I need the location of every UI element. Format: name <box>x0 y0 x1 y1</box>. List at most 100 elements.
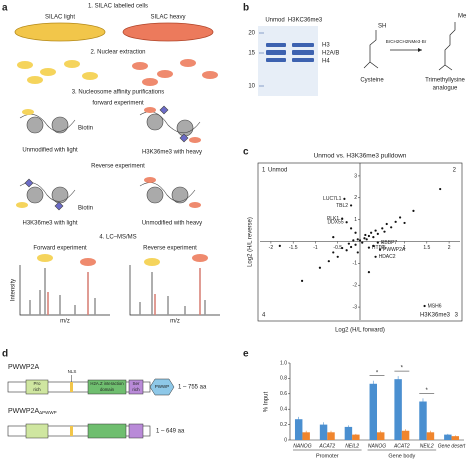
gel-bands <box>266 43 314 62</box>
x-tick-label: 1 <box>403 245 406 251</box>
y-tick-label: -3 <box>353 304 358 310</box>
band-label: H4 <box>322 59 330 65</box>
protein-bar <box>7 425 151 437</box>
quadrant-label: 1 <box>262 168 266 174</box>
panel-label: b <box>243 3 249 14</box>
biotin-label: Biotin <box>78 126 93 132</box>
point <box>356 238 359 241</box>
spectrum-axis <box>19 265 110 316</box>
panel-d: d PWWP2A Pro rich NLS H2A.Z interaction … <box>2 349 207 439</box>
arrow <box>418 48 422 52</box>
dish-label: SILAC light <box>45 15 75 21</box>
domain-label: PWWP <box>155 384 170 389</box>
bar <box>319 424 328 440</box>
point <box>354 243 357 246</box>
structure <box>438 22 456 71</box>
point <box>327 260 330 263</box>
dish <box>14 22 106 42</box>
x-tick-label: -2 <box>269 245 274 251</box>
nucleosomes <box>16 177 201 211</box>
corner-label: Unmod <box>268 168 287 174</box>
x-tick-label: 0.5 <box>379 245 386 251</box>
step-title: 3. Nucleosome affinity purifications <box>72 90 165 96</box>
point <box>336 255 339 258</box>
bar <box>401 430 410 440</box>
point <box>363 237 366 240</box>
domain-label: rich <box>132 387 140 392</box>
reagent: BrCH2CH2NMe3·Br <box>386 39 427 44</box>
point <box>374 229 377 232</box>
point <box>367 246 371 249</box>
y-tick-label: -1 <box>353 261 358 267</box>
domain <box>87 423 127 439</box>
point <box>278 244 281 247</box>
point <box>423 304 426 308</box>
point <box>412 209 415 212</box>
point <box>439 187 442 191</box>
length-label: 1 – 755 aa <box>178 385 207 391</box>
corner-label: H3K36me3 <box>420 313 451 319</box>
x-tick-label: NANOG <box>368 443 386 449</box>
bar <box>302 432 310 440</box>
point <box>365 238 368 241</box>
quadrant-label: 4 <box>262 313 266 319</box>
x-tick-label: NEIL2 <box>420 443 434 449</box>
domain-label: NLS <box>68 369 77 374</box>
length-label: 1 – 649 aa <box>156 429 185 435</box>
x-tick-label: -1.5 <box>289 245 298 251</box>
nuclei <box>37 254 53 262</box>
nuclei <box>144 258 160 266</box>
significance-mark: * <box>401 366 404 372</box>
panel-label: a <box>2 3 8 14</box>
spectrum-title: Reverse experiment <box>143 246 197 252</box>
ladder <box>259 32 264 87</box>
domain <box>25 423 49 439</box>
x-tick-label: NANOG <box>293 443 311 449</box>
group-label: Promoter <box>316 453 339 459</box>
bar <box>369 383 377 440</box>
point <box>361 241 364 244</box>
y-axis-label: % Input <box>264 392 270 413</box>
point <box>370 231 373 234</box>
domain-label: Pro <box>33 381 41 386</box>
nuclei <box>132 59 218 86</box>
dish <box>122 22 214 42</box>
molecule-label: Trimethyllysine <box>425 78 465 84</box>
step-title: 1. SILAC labelled cells <box>88 4 148 10</box>
point <box>390 226 393 229</box>
point <box>341 246 344 250</box>
point <box>374 255 377 258</box>
marker-label: 20 <box>248 31 255 37</box>
point <box>383 230 386 233</box>
panel-a: a 1. SILAC labelled cells SILAC light SI… <box>2 3 220 325</box>
x-tick-label: 2 <box>448 245 451 251</box>
spectrum-peaks <box>29 268 206 315</box>
bar <box>294 419 303 440</box>
point <box>372 236 375 239</box>
x-tick-label: NEIL2 <box>345 443 359 449</box>
subtitle: forward experiment <box>92 101 144 107</box>
chart-title: Unmod vs. H3K36me3 pulldown <box>314 153 407 160</box>
domain-label: H2A.Z interaction <box>90 381 124 386</box>
group-label: Gene body <box>388 453 415 459</box>
protein-name: PWWP2A <box>8 408 39 415</box>
step-title: 2. Nuclear extraction <box>90 50 145 56</box>
bar <box>419 401 427 440</box>
nucleosomes <box>19 105 201 143</box>
atom-label: Me <box>458 14 467 20</box>
point <box>398 216 402 219</box>
point <box>367 234 371 238</box>
spectrum-peaks <box>47 268 201 315</box>
point <box>358 239 362 242</box>
point-label: LUC7L1 <box>323 196 342 202</box>
domain <box>70 382 73 392</box>
point <box>345 249 348 252</box>
point <box>349 204 353 207</box>
axis-label: Intensity <box>11 279 17 301</box>
x-axis-label: Log2 (H/L forward) <box>335 328 385 334</box>
panel-label: d <box>2 349 8 360</box>
panel-e: e % Input 0 0.2 0.4 0.6 0.8 1.0 NANOG ACAT2 NEIL… <box>243 349 466 460</box>
y-tick-label: 2 <box>354 195 357 201</box>
point-label: HTLF <box>372 245 385 251</box>
